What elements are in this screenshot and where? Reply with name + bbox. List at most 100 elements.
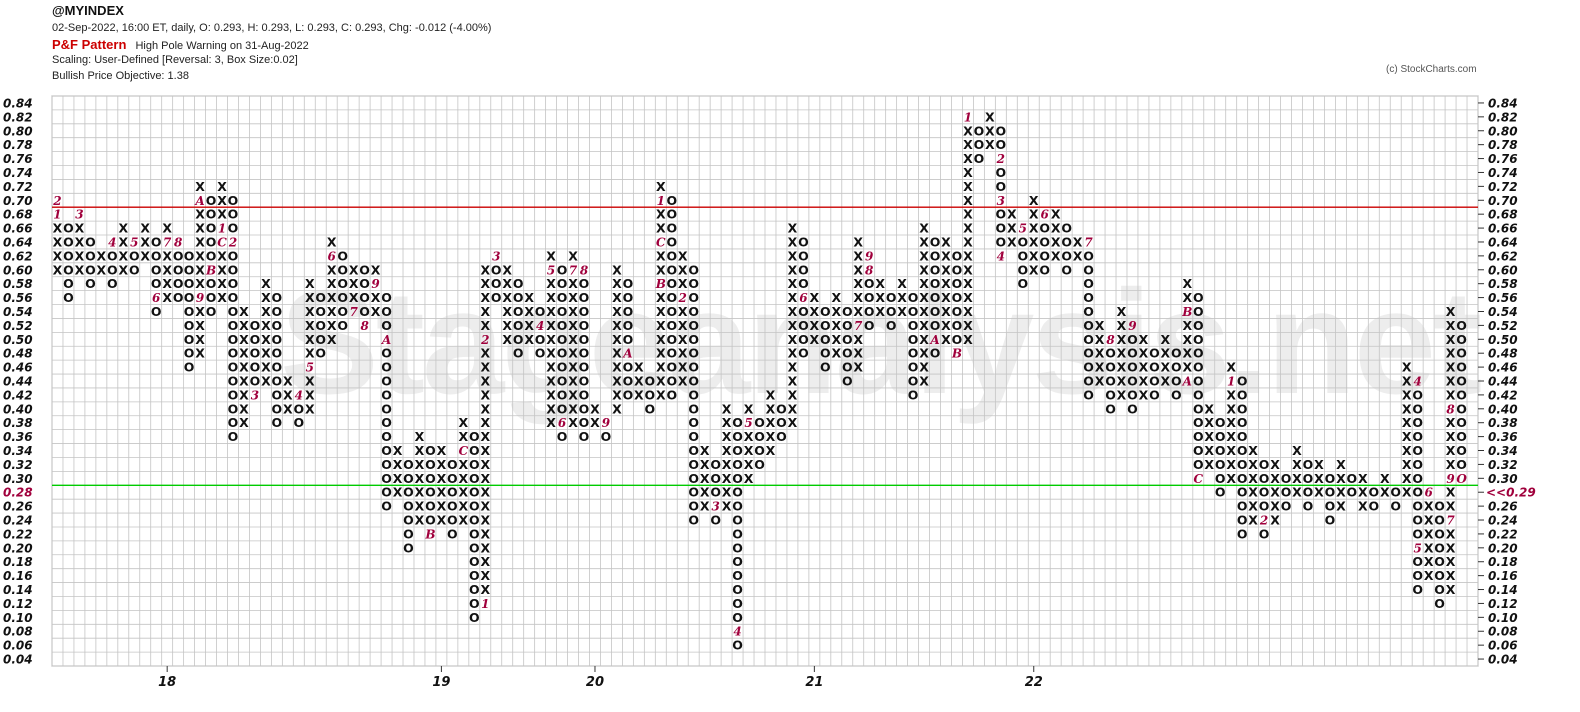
x-box: X (678, 374, 688, 389)
y-tick-label-left: 0.10 (3, 611, 33, 625)
o-box: O (1083, 332, 1094, 347)
o-box: O (623, 332, 634, 347)
y-tick-label-left: 0.48 (3, 347, 33, 361)
o-box: O (798, 318, 809, 333)
x-box: X (1182, 346, 1192, 361)
x-box: X (327, 304, 337, 319)
o-box: O (952, 304, 963, 319)
o-box: O (1127, 332, 1138, 347)
right-price-marker-bg (1484, 485, 1544, 500)
x-box: X (590, 415, 600, 430)
y-tick-label-left: 0.66 (3, 222, 33, 236)
x-box: X (919, 248, 929, 263)
x-box: X (480, 471, 490, 486)
o-box: O (688, 401, 699, 416)
o-box: O (381, 485, 392, 500)
o-box: O (63, 234, 74, 249)
x-box: X (1226, 429, 1236, 444)
x-box: X (459, 513, 469, 528)
y-tick-label-left: 0.44 (3, 375, 33, 389)
o-box: O (1368, 485, 1379, 500)
x-box: X (919, 360, 929, 375)
pnf-column: XXX (875, 276, 885, 319)
x-box: X (1204, 429, 1214, 444)
x-box: X (1292, 457, 1302, 472)
x-box: X (722, 499, 732, 514)
x-box: X (1161, 332, 1171, 347)
x-box: X (1226, 387, 1236, 402)
x-box: X (788, 262, 798, 277)
x-box: X (1117, 360, 1127, 375)
x-box: X (524, 304, 534, 319)
o-box: O (1325, 485, 1336, 500)
o-box: O (908, 304, 919, 319)
x-box: X (546, 248, 556, 263)
x-box: X (239, 374, 249, 389)
x-box: X (53, 262, 63, 277)
y-tick-label-left: 0.54 (3, 305, 33, 319)
month-mark: C (459, 444, 469, 458)
month-mark: A (194, 194, 204, 208)
o-box: O (1237, 443, 1248, 458)
y-tick-label-left: 0.12 (3, 597, 33, 611)
month-mark: 8 (360, 319, 369, 333)
o-box: O (469, 554, 480, 569)
x-box: X (634, 360, 644, 375)
o-box: O (1193, 401, 1204, 416)
o-box: O (1303, 457, 1314, 472)
o-box: O (623, 387, 634, 402)
x-year-label: 22 (1025, 675, 1043, 690)
x-box: X (97, 262, 107, 277)
o-box: O (184, 248, 195, 263)
chart-axes: 0.04 0.040.06 0.060.08 0.080.10 0.100.12 0.12… (0, 96, 1544, 690)
o-box: O (1193, 318, 1204, 333)
x-box: X (239, 401, 249, 416)
y-tick-label-right: 0.56 (1488, 291, 1518, 305)
x-box: X (678, 346, 688, 361)
month-mark: 7 (569, 263, 578, 277)
x-box: X (1446, 374, 1456, 389)
o-box: O (996, 234, 1007, 249)
x-box: X (788, 234, 798, 249)
x-box: X (480, 360, 490, 375)
x-box: X (1182, 360, 1192, 375)
y-tick-label-left: 0.72 (3, 180, 33, 194)
pattern-text: High Pole Warning on 31-Aug-2022 (135, 40, 309, 52)
o-box: O (491, 276, 502, 291)
x-box: X (656, 179, 666, 194)
o-box: O (381, 401, 392, 416)
o-box: O (381, 304, 392, 319)
o-box: O (1127, 374, 1138, 389)
x-box: X (195, 276, 205, 291)
x-box: X (1446, 429, 1456, 444)
x-box: X (1446, 304, 1456, 319)
pnf-column: XXX (140, 221, 150, 264)
o-box: O (1193, 346, 1204, 361)
o-box: O (206, 234, 217, 249)
x-box: X (568, 346, 578, 361)
scaling-info: Scaling: User-Defined [Reversal: 3, Box … (52, 54, 298, 66)
x-box: X (963, 248, 973, 263)
o-box: O (732, 568, 743, 583)
x-box: X (480, 485, 490, 500)
o-box: O (184, 262, 195, 277)
x-box: X (1446, 387, 1456, 402)
o-box: O (579, 346, 590, 361)
o-box: O (864, 276, 875, 291)
o-box: O (557, 401, 568, 416)
x-box: X (810, 332, 820, 347)
o-box: O (469, 513, 480, 528)
o-box: O (381, 318, 392, 333)
x-box: X (1424, 568, 1434, 583)
x-box: X (1446, 318, 1456, 333)
x-box: X (678, 248, 688, 263)
x-box: X (1358, 471, 1368, 486)
